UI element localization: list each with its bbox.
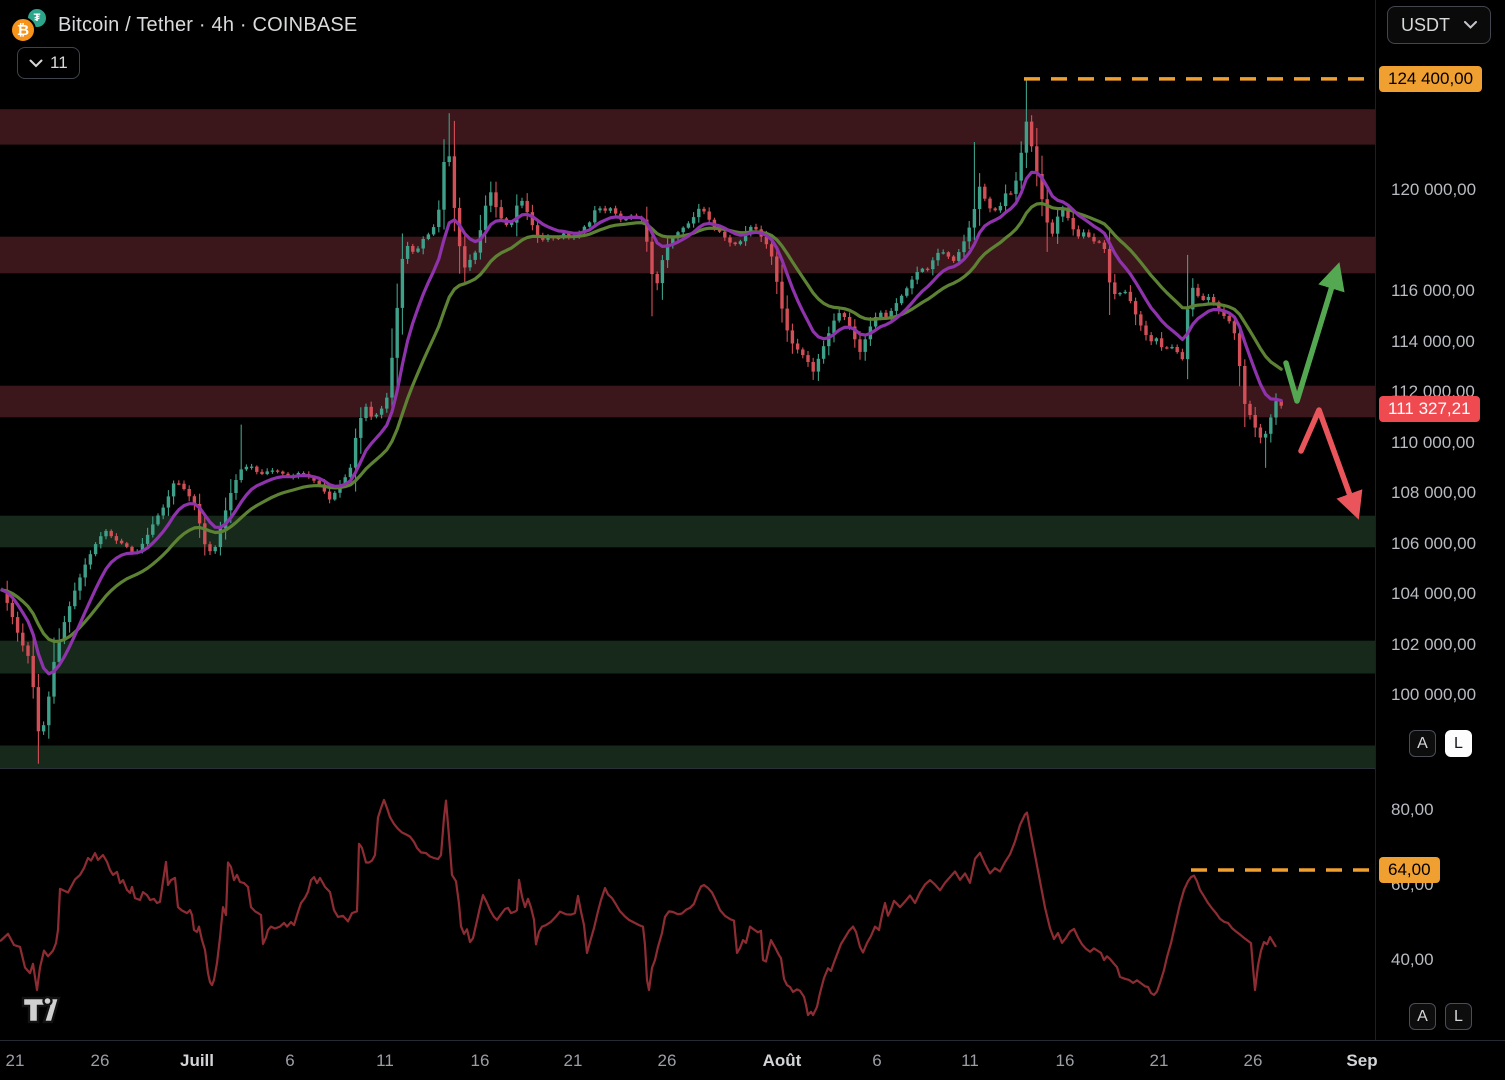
price-axis-label: 114 000,00 (1391, 332, 1475, 351)
time-axis-label: Sep (1346, 1051, 1378, 1070)
time-axis-label: Août (762, 1051, 802, 1070)
time-axis-label: 26 (90, 1051, 110, 1070)
price-axis-label: 108 000,00 (1391, 483, 1477, 502)
log-scale-button-oscillator[interactable]: L (1445, 1003, 1472, 1030)
symbol-header[interactable]: ₮ ₿ Bitcoin / Tether · 4h · COINBASE (10, 7, 357, 43)
oscillator-level-badge: 64,00 (1379, 857, 1440, 883)
pane-separator[interactable] (0, 768, 1375, 769)
time-axis-label: 21 (563, 1051, 583, 1070)
bitcoin-icon: ₿ (10, 17, 36, 43)
time-axis-label: 16 (470, 1051, 490, 1070)
tradingview-logo[interactable] (20, 990, 64, 1030)
price-axis-label: 100 000,00 (1391, 685, 1477, 704)
time-axis-label: Juill (179, 1051, 214, 1070)
price-axis[interactable]: 120 000,00 116 000,00 114 000,00 112 000,00… (1375, 0, 1505, 1040)
auto-scale-button-price[interactable]: A (1409, 730, 1436, 757)
price-and-oscillator-canvas[interactable] (0, 0, 1375, 1040)
symbol-title: Bitcoin / Tether · 4h · COINBASE (58, 13, 358, 36)
price-axis-label: 116 000,00 (1391, 281, 1475, 300)
time-axis-label: 26 (657, 1051, 677, 1070)
last-price-badge: 111 327,21 (1379, 395, 1480, 422)
price-axis-label: 102 000,00 (1391, 635, 1477, 654)
time-axis-label: 6 (285, 1051, 295, 1070)
time-axis-label: 26 (1243, 1051, 1263, 1070)
oscillator-axis-label: 80,00 (1391, 800, 1434, 819)
time-axis-label: 21 (5, 1051, 25, 1070)
legend-collapse-count: 11 (50, 53, 68, 72)
chevron-down-icon (1464, 21, 1477, 29)
oscillator-axis-label: 40,00 (1391, 950, 1434, 969)
price-axis-label: 104 000,00 (1391, 584, 1477, 603)
time-axis-label: 21 (1149, 1051, 1169, 1070)
currency-label: USDT (1401, 14, 1450, 35)
price-axis-label: 110 000,00 (1391, 433, 1475, 452)
auto-scale-button-oscillator[interactable]: A (1409, 1003, 1436, 1030)
pair-icon: ₮ ₿ (10, 7, 48, 43)
chevron-down-icon (29, 59, 43, 67)
time-axis-label: 11 (961, 1051, 979, 1070)
price-axis-label: 120 000,00 (1391, 180, 1477, 199)
time-axis-label: 11 (376, 1051, 394, 1070)
time-axis[interactable]: 21 26 Juill 6 11 16 21 26 Août 6 11 16 21 26 Sep (0, 1040, 1505, 1080)
log-scale-button-price[interactable]: L (1445, 730, 1472, 757)
currency-dropdown[interactable]: USDT (1387, 6, 1491, 44)
time-axis-label: 6 (872, 1051, 882, 1070)
price-axis-label: 106 000,00 (1391, 534, 1477, 553)
price-level-badge-high: 124 400,00 (1379, 65, 1483, 92)
time-axis-label: 16 (1055, 1051, 1075, 1070)
legend-collapse-button[interactable]: 11 (17, 47, 80, 79)
